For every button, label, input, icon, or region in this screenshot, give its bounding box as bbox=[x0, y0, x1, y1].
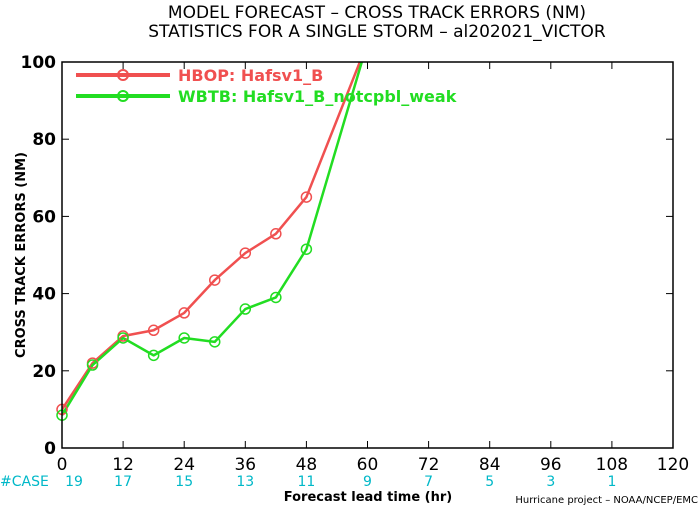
x-tick-label: 48 bbox=[296, 455, 318, 475]
case-count: 9 bbox=[363, 474, 372, 490]
data-point-1 bbox=[86, 359, 99, 371]
case-count: 1 bbox=[607, 474, 616, 490]
x-tick-label: 96 bbox=[540, 455, 562, 475]
y-tick-label: 40 bbox=[32, 285, 56, 305]
y-tick-label: 80 bbox=[32, 130, 56, 150]
case-count: 11 bbox=[297, 474, 315, 490]
data-point-1 bbox=[209, 336, 221, 348]
data-point-0 bbox=[270, 228, 282, 240]
data-point-1 bbox=[239, 303, 252, 315]
x-tick-label: 24 bbox=[173, 455, 195, 475]
series-line-0 bbox=[62, 62, 362, 411]
case-count: 7 bbox=[424, 474, 433, 490]
x-tick-label: 0 bbox=[57, 455, 68, 475]
x-tick-label: 72 bbox=[418, 455, 440, 475]
data-point-0 bbox=[178, 307, 190, 319]
plot-frame bbox=[61, 61, 674, 449]
x-tick-label: 108 bbox=[596, 455, 628, 475]
data-point-1 bbox=[270, 291, 282, 304]
series-line-1 bbox=[62, 62, 364, 416]
y-tick-label: 100 bbox=[21, 53, 57, 73]
data-point-0 bbox=[300, 191, 313, 203]
data-point-1 bbox=[300, 243, 313, 255]
case-count: 5 bbox=[485, 474, 494, 490]
y-axis-label: CROSS TRACK ERRORS (NM) bbox=[14, 152, 29, 358]
data-point-1 bbox=[147, 349, 160, 362]
legend-label-1: WBTB: Hafsv1_B_notcpbl_weak bbox=[178, 87, 457, 106]
x-tick-label: 12 bbox=[112, 455, 134, 475]
legend-marker-1 bbox=[117, 90, 129, 102]
data-point-1 bbox=[117, 332, 129, 344]
y-tick-label: 0 bbox=[44, 439, 56, 459]
data-point-0 bbox=[209, 274, 221, 286]
legend-marker-0 bbox=[117, 69, 129, 81]
y-tick-label: 20 bbox=[32, 362, 56, 382]
series-lines bbox=[62, 62, 364, 416]
x-axis-ticks: 0 12 24 36 48 60 72 84 96 108 120 bbox=[57, 62, 689, 475]
x-tick-label: 84 bbox=[479, 455, 501, 475]
series-markers bbox=[56, 191, 313, 421]
y-axis-ticks: 0 20 40 60 80 100 bbox=[21, 53, 673, 459]
chart-subtitle: STATISTICS FOR A SINGLE STORM – al202021… bbox=[148, 22, 606, 42]
case-count: 13 bbox=[236, 474, 254, 490]
legend-label-0: HBOP: Hafsv1_B bbox=[178, 66, 323, 85]
case-count: 17 bbox=[114, 474, 132, 490]
x-tick-label: 36 bbox=[234, 455, 256, 475]
data-point-0 bbox=[147, 324, 160, 337]
credit-text: Hurricane project – NOAA/NCEP/EMC bbox=[515, 495, 698, 506]
case-count: 19 bbox=[65, 474, 83, 490]
legend: HBOP: Hafsv1_B WBTB: Hafsv1_B_notcpbl_wea… bbox=[76, 66, 457, 106]
x-tick-label: 60 bbox=[357, 455, 379, 475]
data-point-1 bbox=[178, 332, 190, 344]
x-axis-label: Forecast lead time (hr) bbox=[284, 490, 452, 505]
case-count: 15 bbox=[175, 474, 193, 490]
x-tick-label: 120 bbox=[657, 455, 689, 475]
y-tick-label: 60 bbox=[32, 207, 56, 227]
data-point-0 bbox=[239, 247, 252, 259]
case-count-label: #CASE bbox=[0, 474, 49, 490]
chart-title: MODEL FORECAST – CROSS TRACK ERRORS (NM) bbox=[168, 3, 586, 23]
case-count: 3 bbox=[546, 474, 555, 490]
case-count-values: 19 17 15 13 11 9 7 5 3 1 bbox=[65, 474, 616, 490]
